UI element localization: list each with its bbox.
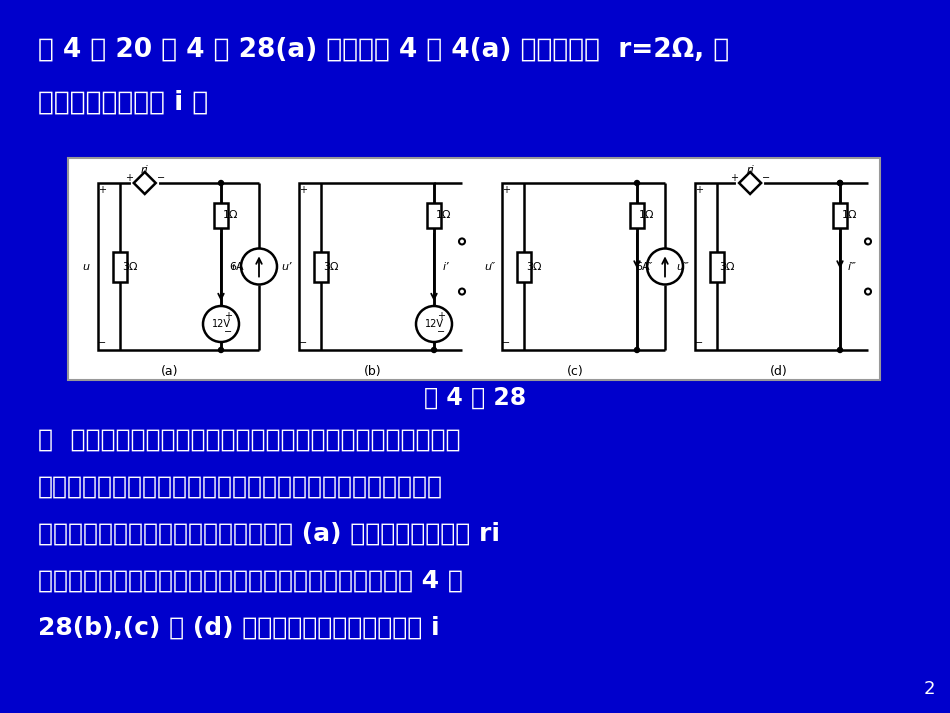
Circle shape	[635, 180, 639, 185]
Text: u‴: u‴	[676, 262, 690, 272]
Text: 3Ω: 3Ω	[123, 262, 138, 272]
Text: i: i	[232, 262, 235, 272]
Circle shape	[838, 180, 843, 185]
Text: 作为已知量，用独立源代替时可以分解为三个电路，如图 4 －: 作为已知量，用独立源代替时可以分解为三个电路，如图 4 －	[38, 569, 463, 593]
Bar	[113, 252, 127, 282]
Text: −: −	[299, 338, 307, 348]
Text: i‴: i‴	[847, 262, 857, 272]
Bar	[299, 183, 434, 350]
Text: (a): (a)	[161, 366, 179, 379]
Circle shape	[865, 289, 871, 294]
Text: 1Ω: 1Ω	[843, 210, 858, 220]
Text: 12V: 12V	[212, 319, 231, 329]
Bar	[427, 203, 441, 228]
Bar	[314, 252, 328, 282]
Text: ri: ri	[141, 165, 148, 175]
Text: +: +	[98, 185, 106, 195]
Circle shape	[865, 238, 871, 245]
Circle shape	[838, 180, 843, 185]
Polygon shape	[739, 172, 761, 194]
Text: +: +	[124, 173, 133, 183]
Bar	[630, 203, 644, 228]
Text: 3Ω: 3Ω	[719, 262, 734, 272]
Text: u″: u″	[484, 262, 496, 272]
Circle shape	[647, 249, 683, 284]
Text: −: −	[437, 327, 445, 337]
Text: 1Ω: 1Ω	[639, 210, 655, 220]
Circle shape	[416, 306, 452, 342]
Text: 解  用叠加定理求解含受控源的线性电阻电路时，由于每个电路: 解 用叠加定理求解含受控源的线性电阻电路时，由于每个电路	[38, 428, 461, 452]
Circle shape	[431, 347, 436, 352]
Text: 例 4 － 20 图 4 － 28(a) 电路与图 4 － 4(a) 相同。已知  r=2Ω, 试: 例 4 － 20 图 4 － 28(a) 电路与图 4 － 4(a) 相同。已知…	[38, 37, 730, 63]
Circle shape	[459, 238, 465, 245]
Text: u: u	[83, 262, 89, 272]
Circle shape	[459, 289, 465, 294]
Text: +: +	[299, 185, 307, 195]
Text: 12V: 12V	[425, 319, 444, 329]
Text: +: +	[695, 185, 703, 195]
Circle shape	[635, 347, 639, 352]
Text: 1Ω: 1Ω	[223, 210, 238, 220]
Text: −: −	[502, 338, 510, 348]
Bar	[695, 183, 840, 350]
Text: 28(b),(c) 和 (d) 所示，用叠加电路计算电流 i: 28(b),(c) 和 (d) 所示，用叠加电路计算电流 i	[38, 616, 440, 640]
Circle shape	[241, 249, 277, 284]
Text: (d): (d)	[770, 366, 788, 379]
Text: −: −	[98, 338, 106, 348]
Text: 6A: 6A	[636, 262, 651, 272]
Text: 3Ω: 3Ω	[526, 262, 542, 272]
Circle shape	[218, 347, 223, 352]
Text: 用叠加定理求电流 i 。: 用叠加定理求电流 i 。	[38, 90, 208, 116]
Text: +: +	[731, 173, 738, 183]
Text: 源来处理呢？根据替代定理，可以将图 (a) 电路的受控源电压 ri: 源来处理呢？根据替代定理，可以将图 (a) 电路的受控源电压 ri	[38, 522, 500, 546]
Circle shape	[838, 347, 843, 352]
Text: +: +	[437, 311, 445, 321]
Text: +: +	[224, 311, 232, 321]
Text: 图 4 － 28: 图 4 － 28	[424, 386, 526, 410]
Bar	[214, 203, 228, 228]
Text: ri: ri	[747, 165, 754, 175]
Bar	[517, 252, 531, 282]
Polygon shape	[134, 172, 156, 194]
Text: 2: 2	[923, 680, 935, 698]
Text: 3Ω: 3Ω	[323, 262, 339, 272]
Text: 6A: 6A	[230, 262, 244, 272]
Text: 都包含受控源，计算并不简单。能不能将受控源也当成独立电: 都包含受控源，计算并不简单。能不能将受控源也当成独立电	[38, 475, 443, 499]
Circle shape	[218, 180, 223, 185]
Text: −: −	[695, 338, 703, 348]
Text: +: +	[502, 185, 510, 195]
Bar	[98, 183, 221, 350]
Text: 1Ω: 1Ω	[436, 210, 452, 220]
Bar	[68, 158, 880, 380]
Circle shape	[203, 306, 239, 342]
Text: i″: i″	[645, 262, 653, 272]
Text: −: −	[762, 173, 770, 183]
Text: u’: u’	[282, 262, 293, 272]
Bar	[833, 203, 847, 228]
Text: −: −	[157, 173, 164, 183]
Bar	[502, 183, 637, 350]
Text: −: −	[224, 327, 232, 337]
Bar	[710, 252, 724, 282]
Text: (b): (b)	[364, 366, 381, 379]
Text: (c): (c)	[567, 366, 584, 379]
Text: i’: i’	[443, 262, 449, 272]
